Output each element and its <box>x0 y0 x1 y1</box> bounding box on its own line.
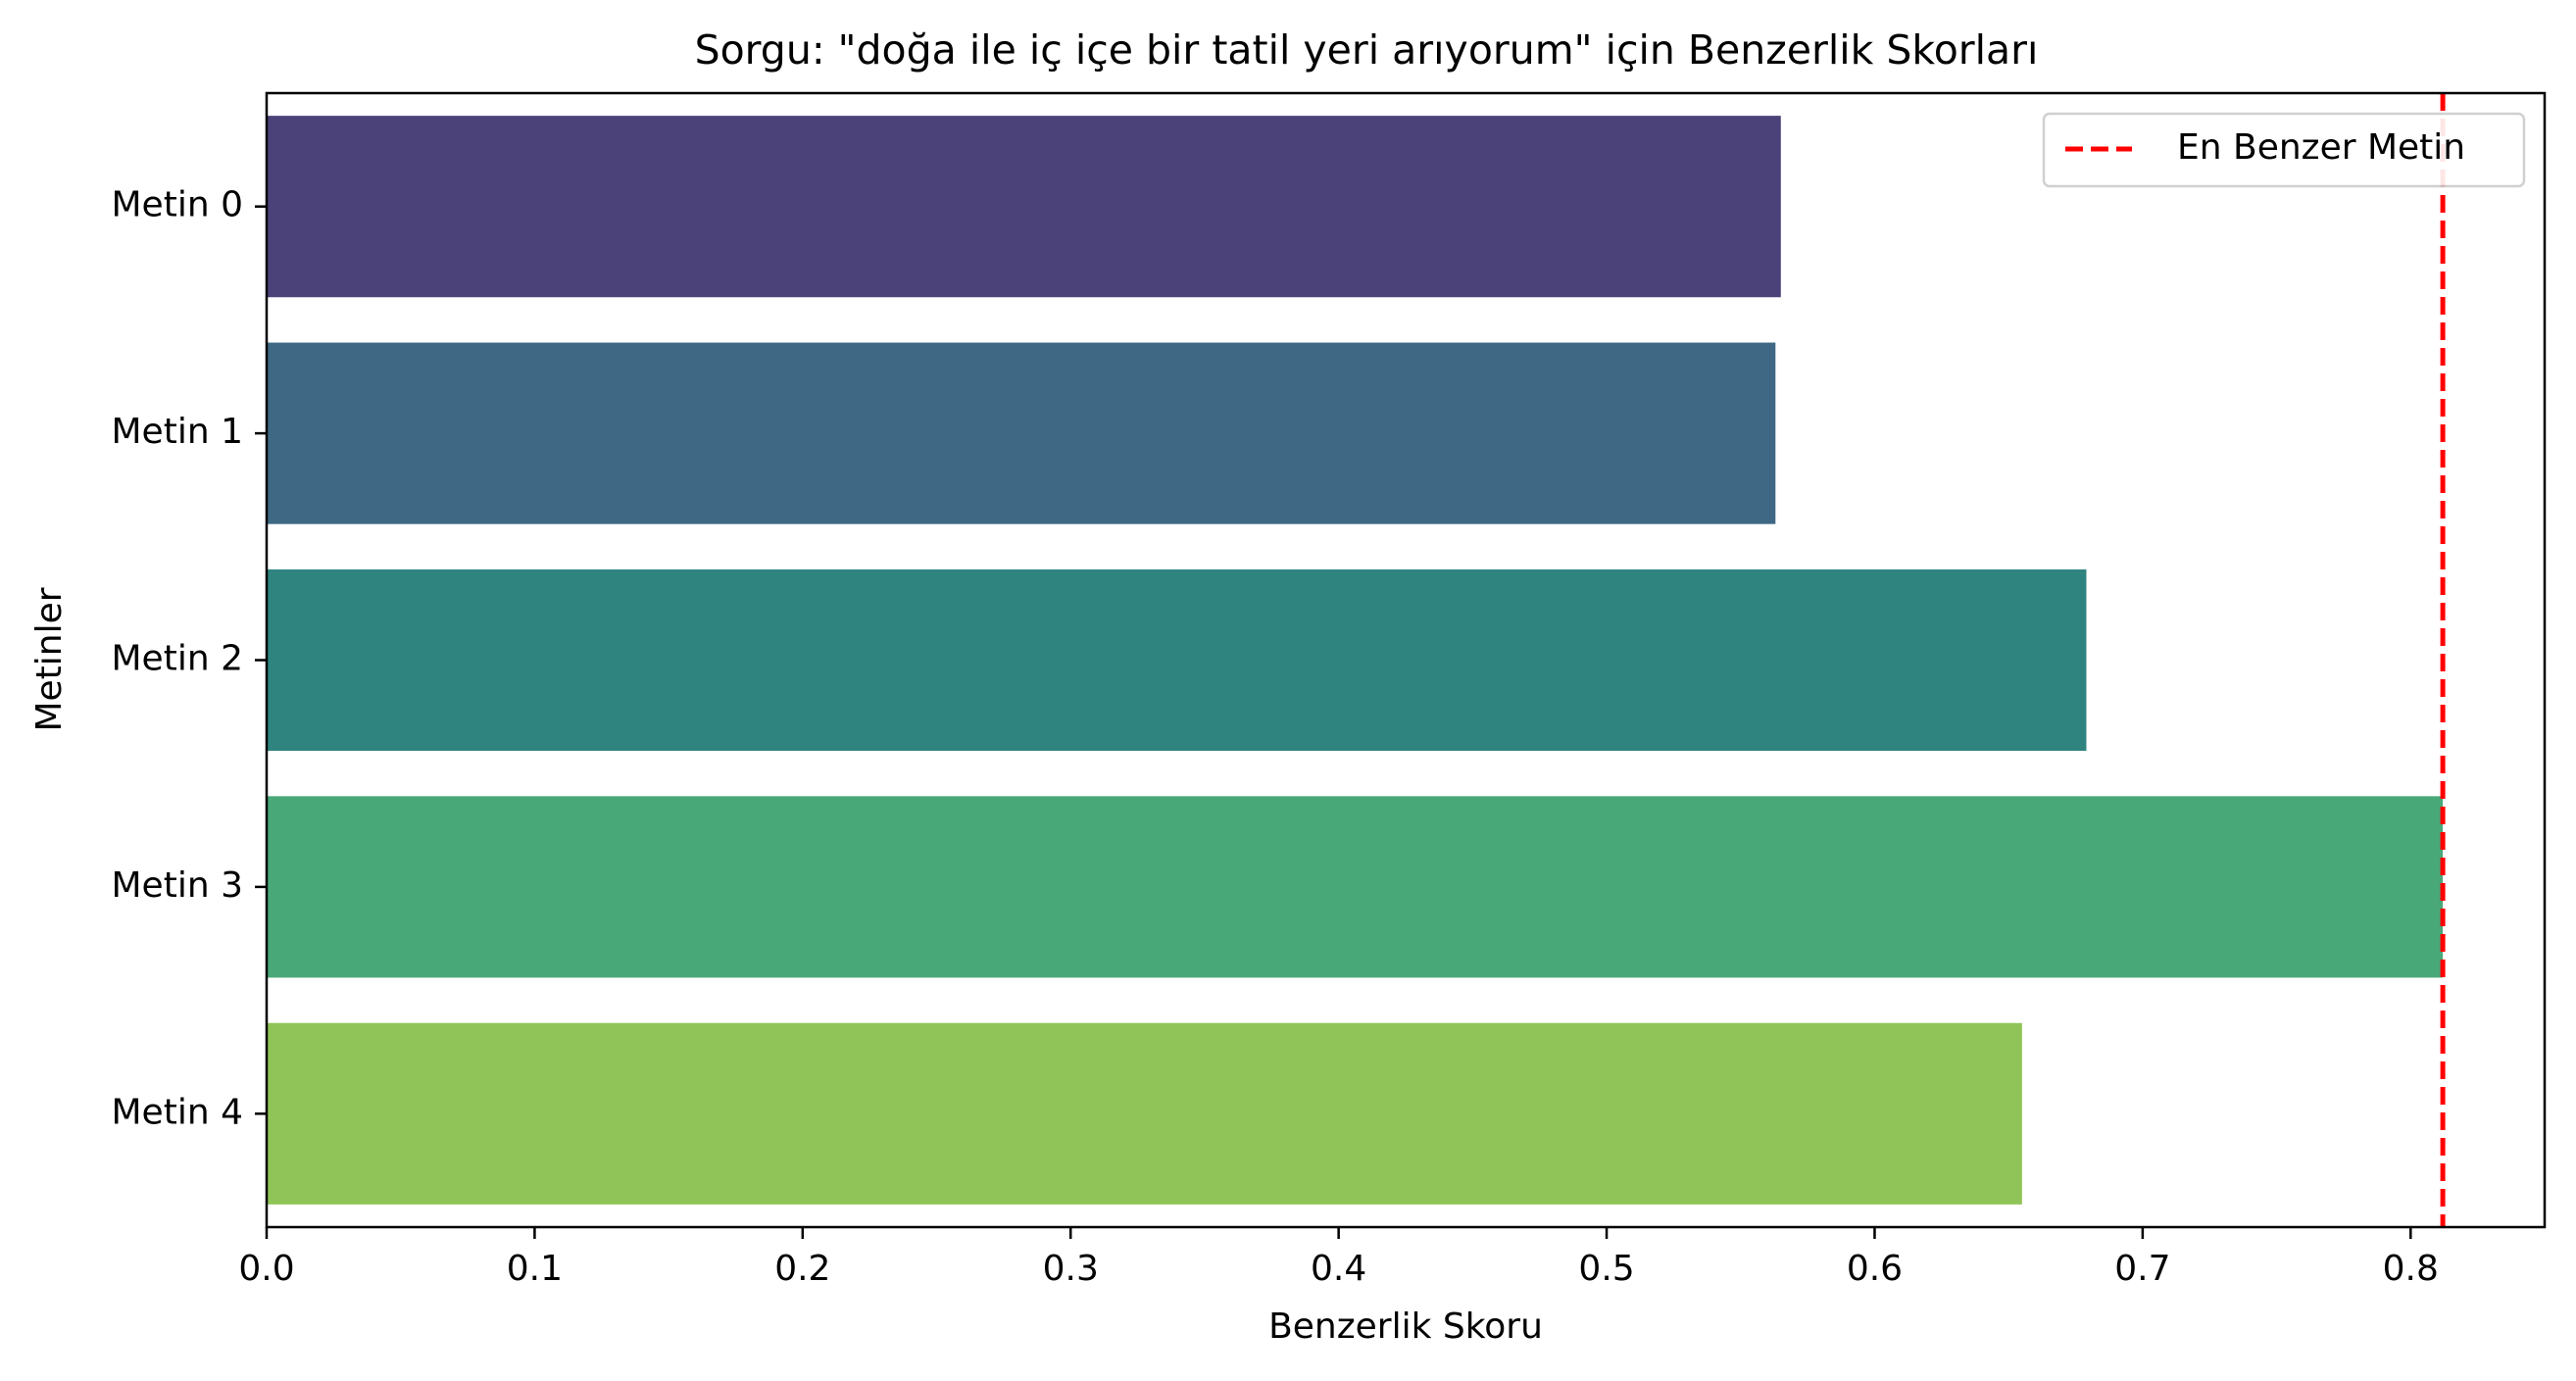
x-tick-label: 0.8 <box>2383 1249 2439 1289</box>
legend-box <box>2042 112 2526 188</box>
x-tick-label: 0.0 <box>238 1249 294 1289</box>
x-tick-label: 0.2 <box>774 1249 830 1289</box>
x-axis: 0.0 0.1 0.2 0.3 0.4 0.5 0.6 0.7 0.8 <box>238 1227 2439 1289</box>
bar-metin-2 <box>267 568 2087 752</box>
bar-metin-3 <box>267 796 2444 978</box>
bar-metin-1 <box>267 342 1776 524</box>
y-tick-label: Metin 0 <box>112 185 244 225</box>
y-axis-label: Metinler <box>29 587 70 731</box>
chart-title: Sorgu: "doğa ile iç içe bir tatil yeri a… <box>695 26 2039 74</box>
x-tick-label: 0.4 <box>1311 1249 1366 1289</box>
x-tick-label: 0.6 <box>1847 1249 1903 1289</box>
plot-frame <box>265 91 2547 1229</box>
y-tick-label: Metin 1 <box>112 412 244 452</box>
x-tick-label: 0.1 <box>507 1249 563 1289</box>
bar-metin-4 <box>267 1022 2022 1205</box>
y-axis: Metin 0 Metin 1 Metin 2 Metin 3 Metin 4 <box>112 185 267 1132</box>
legend: En Benzer Metin <box>2042 112 2526 188</box>
y-tick-label: Metin 2 <box>112 639 244 679</box>
bar-metin-0 <box>267 116 1781 298</box>
x-tick-label: 0.7 <box>2114 1249 2170 1289</box>
legend-label: En Benzer Metin <box>2177 127 2465 168</box>
y-tick-label: Metin 3 <box>112 865 244 906</box>
y-tick-label: Metin 4 <box>112 1092 244 1132</box>
bars-group <box>267 116 2444 1205</box>
x-tick-label: 0.5 <box>1578 1249 1634 1289</box>
x-axis-label: Benzerlik Skoru <box>1268 1307 1543 1347</box>
x-tick-label: 0.3 <box>1043 1249 1099 1289</box>
